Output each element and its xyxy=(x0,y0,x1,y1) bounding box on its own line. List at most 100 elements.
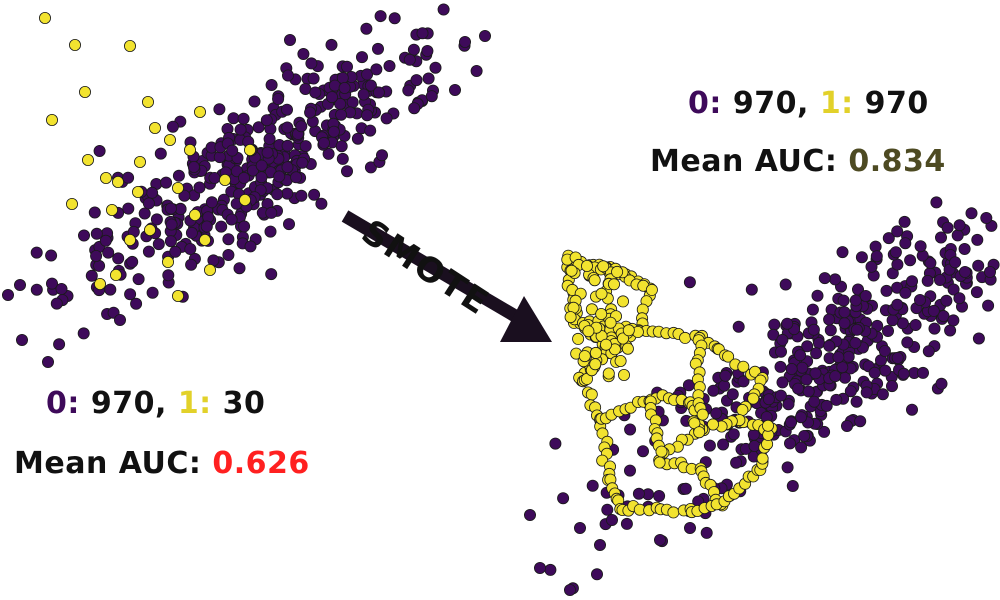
class0-point xyxy=(90,227,103,240)
class1-point xyxy=(171,181,184,194)
class0-point xyxy=(879,364,892,377)
class0-point xyxy=(307,72,320,85)
class0-point xyxy=(837,294,850,307)
class0-point xyxy=(836,246,849,259)
class0-point xyxy=(928,322,941,335)
class0-point xyxy=(297,48,310,61)
class0-point xyxy=(325,91,338,104)
class1-point xyxy=(110,268,123,281)
class0-point xyxy=(154,147,167,160)
class1-point xyxy=(124,233,137,246)
class0-point xyxy=(524,508,537,521)
class0-point xyxy=(355,51,368,64)
class0-point xyxy=(779,278,792,291)
class0-point xyxy=(798,429,811,442)
class0-point xyxy=(42,355,55,368)
class1-point xyxy=(707,418,720,431)
class0-key: 0: xyxy=(46,386,80,421)
class0-point xyxy=(130,297,143,310)
class0-point xyxy=(823,313,836,326)
class0-point xyxy=(200,220,213,233)
class0-point xyxy=(299,140,312,153)
class0-point xyxy=(782,398,795,411)
class0-point xyxy=(335,108,348,121)
class1-point xyxy=(193,106,206,119)
class0-point xyxy=(767,328,780,341)
class0-point xyxy=(169,245,182,258)
class0-point xyxy=(336,71,349,84)
class1-point xyxy=(163,133,176,146)
class1-point xyxy=(645,283,658,296)
class0-point xyxy=(164,202,177,215)
class0-point xyxy=(865,260,878,273)
class0-point xyxy=(361,68,374,81)
class0-point xyxy=(322,147,335,160)
class0-point xyxy=(252,121,265,134)
class0-point xyxy=(620,517,633,530)
class1-point xyxy=(622,324,635,337)
class0-point xyxy=(205,196,218,209)
class0-point xyxy=(93,144,106,157)
class0-point xyxy=(265,79,278,92)
class0-point xyxy=(970,286,983,299)
class1-point xyxy=(756,452,769,465)
class0-point xyxy=(213,151,226,164)
class1-point xyxy=(131,185,144,198)
class0-point xyxy=(282,218,295,231)
class0-point xyxy=(972,332,985,345)
class0-point xyxy=(965,207,978,220)
class0-point xyxy=(305,57,318,70)
class0-count: 970, xyxy=(732,86,809,121)
class0-point xyxy=(557,492,570,505)
class0-point xyxy=(802,385,815,398)
class0-point xyxy=(416,27,429,40)
class0-point xyxy=(90,249,103,262)
class0-point xyxy=(281,161,294,174)
class0-point xyxy=(280,103,293,116)
class0-point xyxy=(88,206,101,219)
class0-count: 970, xyxy=(90,386,167,421)
class1-point xyxy=(198,233,211,246)
class1-point xyxy=(602,367,615,380)
class0-point xyxy=(364,161,377,174)
class0-point xyxy=(586,479,599,492)
before-scatter-plot xyxy=(2,3,491,368)
class0-point xyxy=(408,102,421,115)
class0-point xyxy=(380,112,393,125)
class0-point xyxy=(944,324,957,337)
class0-point xyxy=(829,273,842,286)
class1-point xyxy=(238,193,251,206)
class0-point xyxy=(921,274,934,287)
class0-point xyxy=(308,188,321,201)
class0-point xyxy=(237,171,250,184)
class0-point xyxy=(374,10,387,23)
class0-point xyxy=(2,288,14,301)
class1-point xyxy=(597,260,610,273)
class0-point xyxy=(234,123,247,136)
class0-point xyxy=(868,366,881,379)
auc-value: 0.626 xyxy=(212,446,310,481)
class0-point xyxy=(271,188,284,201)
class1-point xyxy=(600,338,613,351)
class1-point xyxy=(589,346,602,359)
class0-point xyxy=(844,385,857,398)
class1-point xyxy=(736,403,749,416)
class0-point xyxy=(185,226,198,239)
class0-point xyxy=(624,464,637,477)
class0-point xyxy=(281,121,294,134)
class0-point xyxy=(886,380,899,393)
class0-point xyxy=(114,313,127,326)
class0-point xyxy=(85,269,98,282)
class0-point xyxy=(785,416,798,429)
class0-point xyxy=(808,395,821,408)
class1-point xyxy=(696,408,709,421)
class1-point xyxy=(621,342,634,355)
class0-point xyxy=(732,320,745,333)
class0-point xyxy=(281,139,294,152)
class0-point xyxy=(838,317,851,330)
class0-point xyxy=(860,386,873,399)
class0-point xyxy=(703,439,716,452)
class1-point xyxy=(655,445,668,458)
class1-point xyxy=(722,350,735,363)
